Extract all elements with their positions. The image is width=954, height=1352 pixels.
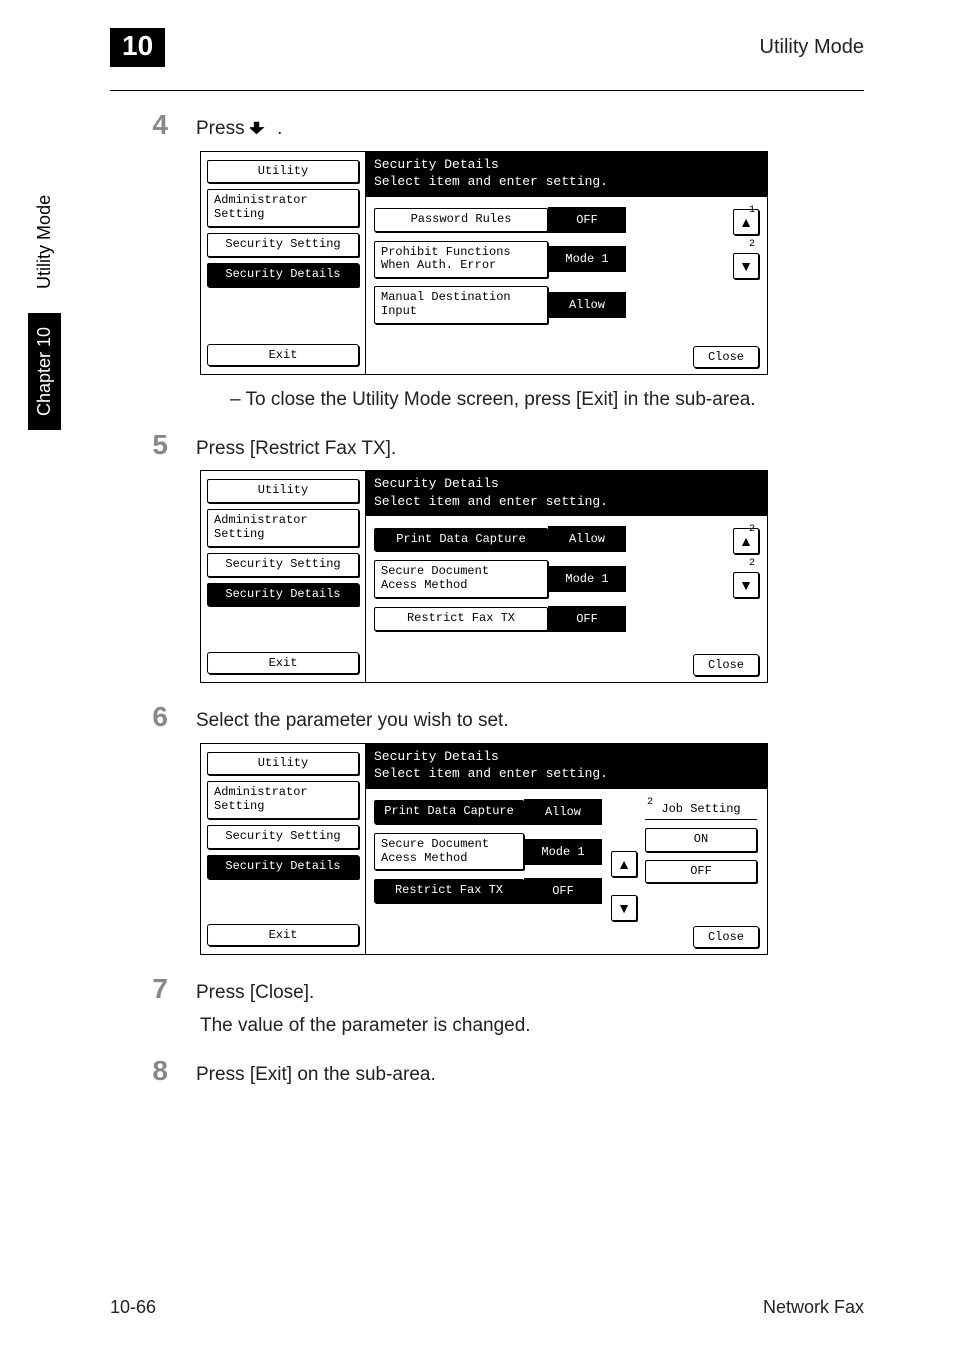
close-button[interactable]: Close — [693, 926, 759, 948]
step-4-number: 4 — [142, 109, 168, 141]
step-5-number: 5 — [142, 429, 168, 461]
print-data-capture-value: Allow — [524, 799, 602, 825]
security-setting-button[interactable]: Security Setting — [207, 553, 359, 577]
prohibit-functions-button[interactable]: Prohibit Functions When Auth. Error — [374, 241, 548, 279]
step-7-text: Press [Close]. — [196, 973, 314, 1007]
secure-document-button[interactable]: Secure Document Acess Method — [374, 560, 548, 598]
manual-destination-value: Allow — [548, 292, 626, 318]
step-5-text: Press [Restrict Fax TX]. — [196, 429, 396, 463]
utility-button[interactable]: Utility — [207, 479, 359, 503]
scroll-up-button[interactable]: ▲ — [733, 528, 759, 554]
security-setting-button[interactable]: Security Setting — [207, 825, 359, 849]
footer-title: Network Fax — [763, 1297, 864, 1318]
job-setting-header: Job Setting — [645, 799, 757, 820]
print-data-capture-value: Allow — [548, 526, 626, 552]
close-button[interactable]: Close — [693, 346, 759, 368]
administrator-setting-button[interactable]: Administrator Setting — [207, 781, 359, 819]
administrator-setting-button[interactable]: Administrator Setting — [207, 189, 359, 227]
lcd2-left-panel: Utility Administrator Setting Security S… — [201, 471, 366, 682]
lcd1-body: Password Rules OFF 1 Prohibit Functions … — [366, 197, 767, 340]
print-data-capture-button[interactable]: Print Data Capture — [374, 800, 524, 824]
side-tab: Chapter 10 Utility Mode — [28, 181, 61, 430]
side-tab-label: Utility Mode — [28, 181, 61, 303]
lcd-screen-1: Utility Administrator Setting Security S… — [200, 151, 768, 375]
scroll-up-button[interactable]: ▲ — [611, 851, 637, 877]
step-6-number: 6 — [142, 701, 168, 733]
manual-destination-button[interactable]: Manual Destination Input — [374, 286, 548, 324]
restrict-fax-tx-value: OFF — [524, 878, 602, 904]
step-6-text: Select the parameter you wish to set. — [196, 701, 509, 735]
restrict-fax-tx-button[interactable]: Restrict Fax TX — [374, 879, 524, 903]
lcd-screen-3: Utility Administrator Setting Security S… — [200, 743, 768, 956]
exit-button[interactable]: Exit — [207, 924, 359, 946]
lcd-screen-2: Utility Administrator Setting Security S… — [200, 470, 768, 683]
lcd3-title: Security Details Select item and enter s… — [366, 744, 767, 789]
lcd1-left-panel: Utility Administrator Setting Security S… — [201, 152, 366, 374]
lcd1-title: Security Details Select item and enter s… — [366, 152, 767, 197]
password-rules-button[interactable]: Password Rules — [374, 208, 548, 232]
exit-button[interactable]: Exit — [207, 344, 359, 366]
scroll-down-button[interactable]: ▼ — [733, 253, 759, 279]
scroll-down-button[interactable]: ▼ — [733, 572, 759, 598]
page-footer: 10-66 Network Fax — [110, 1297, 864, 1318]
scroll-down-button[interactable]: ▼ — [611, 895, 637, 921]
prohibit-functions-value: Mode 1 — [548, 246, 626, 272]
footer-page-number: 10-66 — [110, 1297, 156, 1318]
security-details-button[interactable]: Security Details — [207, 583, 359, 607]
password-rules-value: OFF — [548, 207, 626, 233]
lcd3-body: Print Data Capture Allow 2 Secure Docume… — [366, 789, 767, 921]
step-7-paragraph: The value of the parameter is changed. — [200, 1015, 864, 1037]
security-details-button[interactable]: Security Details — [207, 855, 359, 879]
lcd3-left-panel: Utility Administrator Setting Security S… — [201, 744, 366, 955]
step-8-text: Press [Exit] on the sub-area. — [196, 1055, 436, 1089]
header-title: Utility Mode — [760, 30, 864, 59]
security-details-button[interactable]: Security Details — [207, 263, 359, 287]
restrict-fax-tx-value: OFF — [548, 606, 626, 632]
restrict-fax-tx-button[interactable]: Restrict Fax TX — [374, 607, 548, 631]
step-4-text: Press . — [196, 109, 282, 143]
close-button[interactable]: Close — [693, 654, 759, 676]
security-setting-button[interactable]: Security Setting — [207, 233, 359, 257]
header-rule — [110, 90, 864, 91]
secure-document-button[interactable]: Secure Document Acess Method — [374, 833, 524, 871]
job-off-button[interactable]: OFF — [645, 860, 757, 884]
step-7-number: 7 — [142, 973, 168, 1005]
job-on-button[interactable]: ON — [645, 828, 757, 852]
lcd2-body: Print Data Capture Allow 2 Secure Docume… — [366, 516, 767, 648]
step-8-number: 8 — [142, 1055, 168, 1087]
administrator-setting-button[interactable]: Administrator Setting — [207, 509, 359, 547]
step-4-note: – To close the Utility Mode screen, pres… — [230, 389, 864, 411]
utility-button[interactable]: Utility — [207, 160, 359, 184]
lcd2-title: Security Details Select item and enter s… — [366, 471, 767, 516]
secure-document-value: Mode 1 — [548, 566, 626, 592]
chapter-number-box: 10 — [110, 28, 165, 67]
side-tab-chapter: Chapter 10 — [28, 313, 61, 430]
utility-button[interactable]: Utility — [207, 752, 359, 776]
down-arrow-icon — [250, 120, 272, 136]
secure-document-value: Mode 1 — [524, 839, 602, 865]
job-setting-panel: Job Setting ON OFF — [645, 799, 757, 884]
exit-button[interactable]: Exit — [207, 652, 359, 674]
scroll-up-button[interactable]: ▲ — [733, 209, 759, 235]
print-data-capture-button[interactable]: Print Data Capture — [374, 528, 548, 552]
